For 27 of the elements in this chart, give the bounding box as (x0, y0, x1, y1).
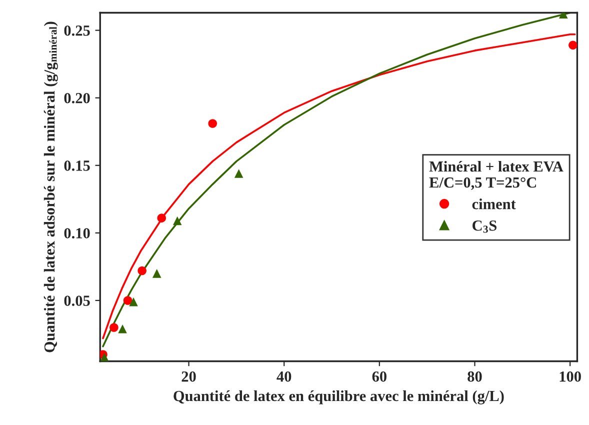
x-tick-label: 60 (372, 371, 386, 382)
legend-label: C$_{3}$S (472, 220, 496, 233)
y-tick-label: 0.25 (64, 25, 90, 36)
point (234, 169, 244, 178)
point (129, 297, 138, 306)
point (172, 216, 182, 226)
x-tick-label: 80 (468, 371, 482, 382)
point (208, 119, 218, 128)
point (118, 324, 127, 334)
legend-title: Minéral + latex EVA E/C=0,5 T=25°C (429, 160, 564, 190)
legend-label: ciment (472, 198, 516, 210)
x-axis-title: Quantité de latex en équilibre avec le minéral (g/L) (174, 390, 504, 404)
x-tick-label: 100 (560, 371, 581, 382)
point (152, 269, 162, 278)
point (157, 214, 166, 222)
point (100, 352, 109, 362)
point (123, 296, 132, 305)
y-tick-label: 0.20 (64, 92, 90, 104)
x-tick-label: 20 (182, 371, 196, 382)
x-tick-label: 40 (276, 371, 292, 382)
point (138, 266, 146, 276)
y-tick-label: 0.15 (64, 160, 90, 171)
y-tick-label: 0.05 (64, 296, 90, 306)
y-tick-label: 0.10 (64, 228, 90, 238)
y-axis-title: Quantité de latex adsorbé sur le minéral (g/g$_{minéral}$) (44, 22, 58, 352)
point (110, 323, 118, 332)
point (568, 40, 578, 50)
